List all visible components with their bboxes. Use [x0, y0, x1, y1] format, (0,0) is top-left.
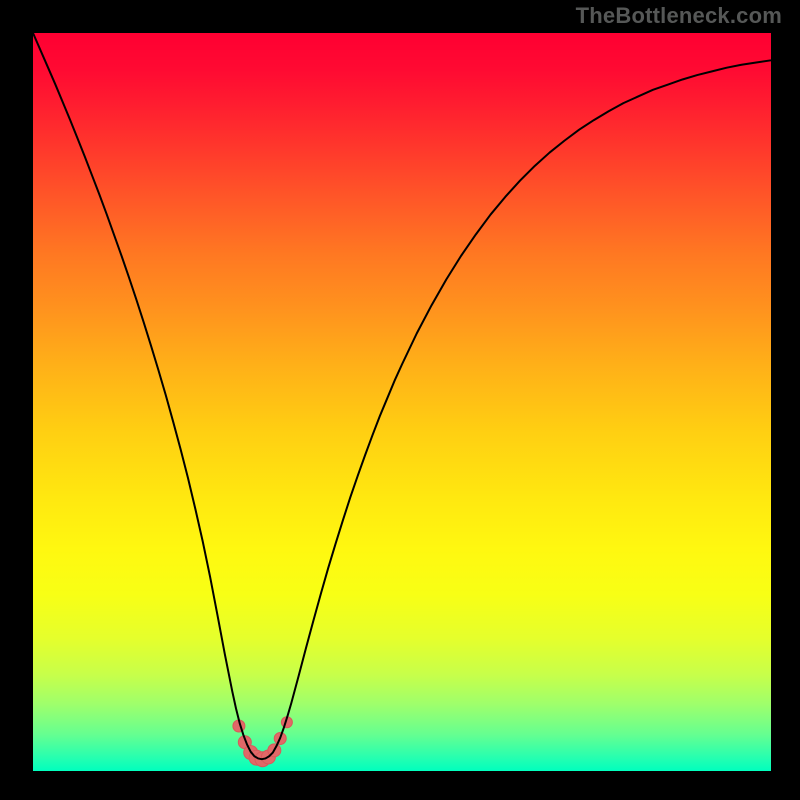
chart-frame: TheBottleneck.com: [0, 0, 800, 800]
watermark-label: TheBottleneck.com: [576, 3, 782, 29]
bottleneck-chart: [0, 0, 800, 800]
plot-background: [33, 33, 771, 771]
